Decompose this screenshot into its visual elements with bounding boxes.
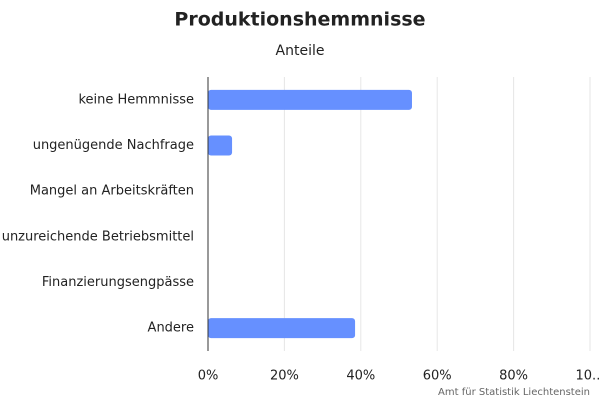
- bar: [208, 135, 233, 156]
- y-tick-label: Finanzierungsengpässe: [42, 275, 194, 290]
- y-tick-label: unzureichende Betriebsmittel: [2, 229, 194, 244]
- x-tick-label: 80%: [499, 369, 528, 384]
- x-tick-label: 40%: [346, 369, 375, 384]
- credit: Amt für Statistik Liechtenstein: [438, 387, 590, 398]
- y-tick-label: ungenügende Nachfrage: [33, 138, 194, 153]
- x-tick-label: 0%: [198, 369, 219, 384]
- x-tick-label: 20%: [270, 369, 299, 384]
- y-tick-label: Andere: [148, 321, 194, 336]
- y-tick-label: Mangel an Arbeitskräften: [30, 184, 194, 199]
- x-tick-label: 10...: [576, 369, 600, 384]
- bar: [208, 89, 412, 110]
- bar: [208, 318, 356, 339]
- x-tick-label: 60%: [423, 369, 452, 384]
- y-tick-label: keine Hemmnisse: [78, 92, 194, 107]
- chart-title: Produktionshemmnisse: [174, 9, 425, 31]
- chart-subtitle: Anteile: [276, 43, 325, 59]
